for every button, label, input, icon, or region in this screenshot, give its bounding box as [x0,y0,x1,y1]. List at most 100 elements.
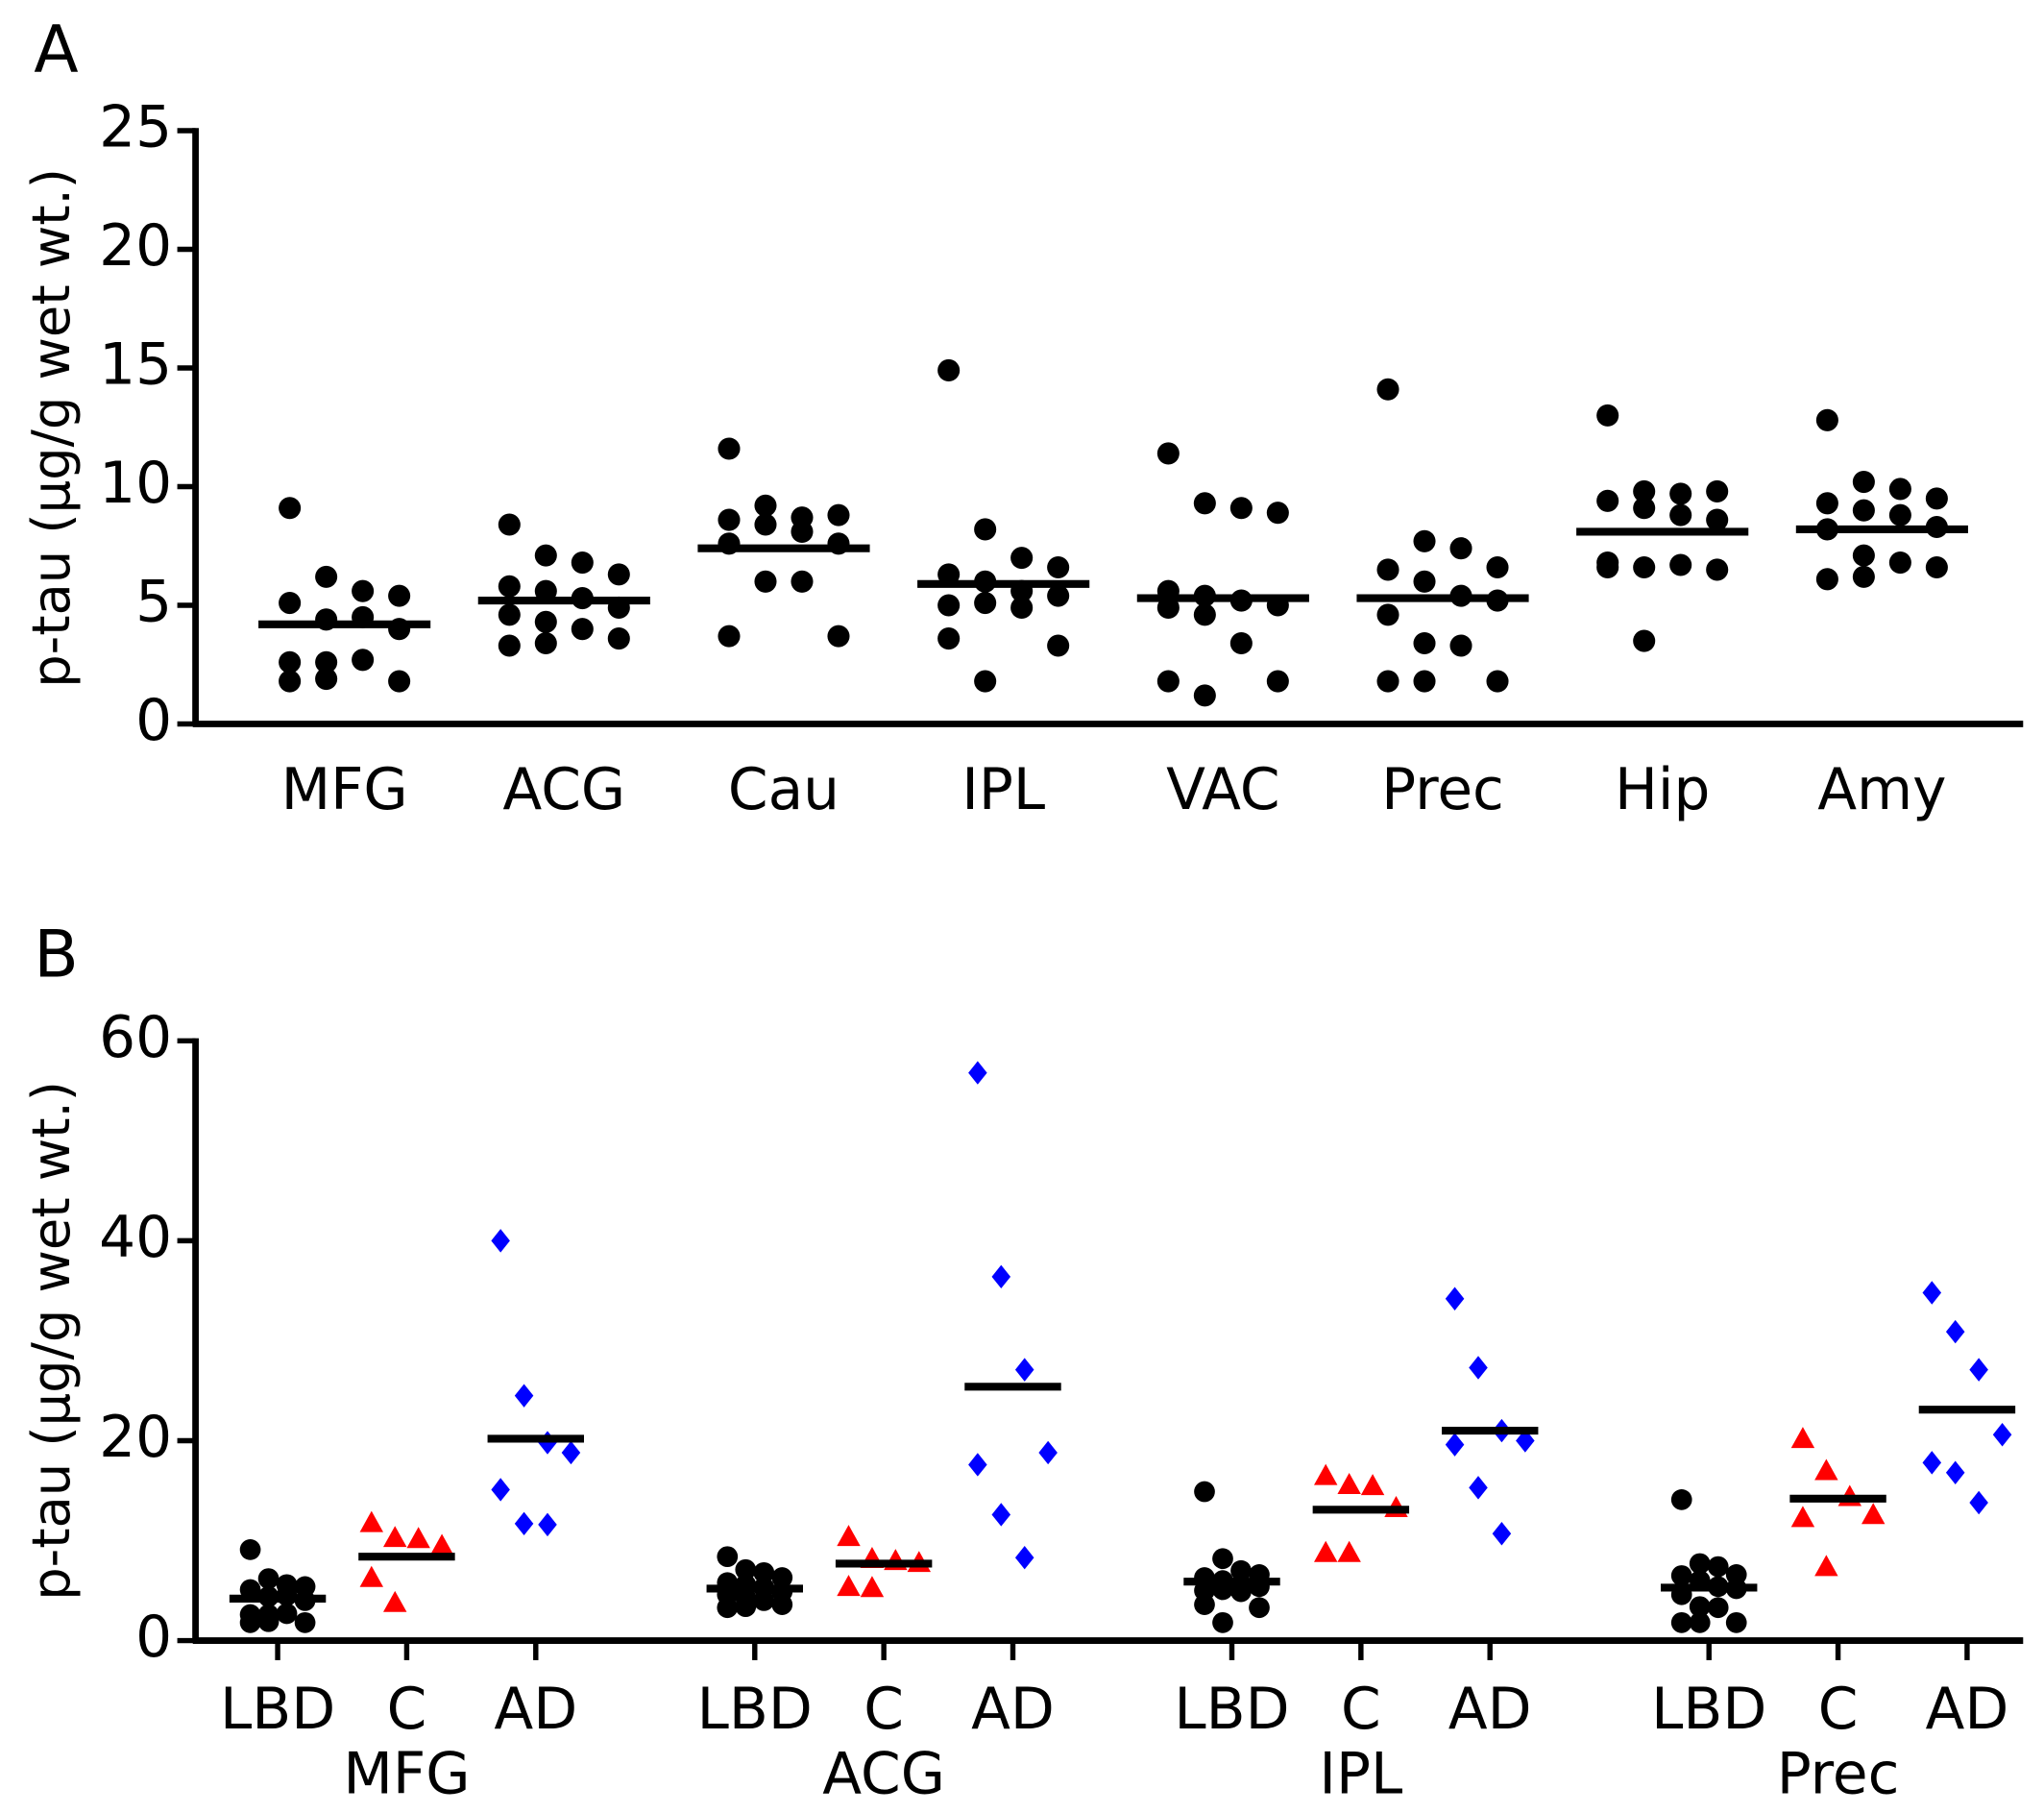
point [1633,497,1656,520]
point [1413,631,1436,655]
point [257,1610,280,1632]
point [937,358,961,382]
point [827,503,850,527]
point [1337,1540,1361,1562]
point [498,575,521,598]
point [718,625,741,648]
x-tick-label: AD [971,1677,1055,1743]
point [514,1511,534,1536]
point [1969,1358,1988,1382]
point [1670,1489,1692,1510]
point [538,1512,557,1537]
point [388,670,411,693]
point [538,1431,557,1455]
point [1888,503,1911,527]
point [1815,408,1838,431]
point [837,1525,861,1547]
region-label: ACG [822,1742,945,1808]
x-tick-label: MFG [281,757,408,823]
point [937,627,961,650]
region-label: MFG [343,1742,470,1808]
point [1014,1358,1034,1382]
point [239,1539,261,1560]
point [429,1533,454,1556]
point [315,668,338,691]
point [1266,502,1289,525]
y-tick-label: 0 [135,688,172,754]
point [571,618,594,641]
y-tick-label: 40 [99,1205,172,1271]
y-tick-label: 20 [99,213,172,280]
point [1888,551,1911,575]
point [383,1526,407,1548]
point [1449,634,1472,657]
point [1725,1611,1747,1633]
point [1670,1611,1692,1633]
point [754,513,777,536]
point [498,634,521,657]
point [498,603,521,626]
point [718,508,741,531]
point [534,579,557,602]
point [1669,482,1692,505]
point [1669,503,1692,527]
x-tick-label: AD [1448,1677,1532,1743]
point [1376,603,1399,626]
point [754,494,777,517]
point [239,1611,261,1633]
point [1669,553,1692,576]
region-label: Prec [1777,1742,1900,1808]
point [1193,684,1216,707]
point [837,1575,861,1597]
point [735,1558,757,1580]
point [1486,670,1509,693]
point [276,1603,298,1625]
point [1413,529,1436,552]
point [974,518,997,541]
point [754,570,777,593]
point [1852,544,1875,567]
point [1194,1594,1215,1615]
point [1925,555,1948,579]
point [534,631,557,655]
point [1922,1451,1942,1475]
point [1922,1281,1942,1305]
point [753,1590,775,1611]
point [1633,555,1656,579]
point [937,563,961,586]
point [1689,1596,1711,1618]
point [571,551,594,575]
point [1314,1463,1338,1485]
point [791,570,814,593]
x-tick-label: C [1818,1677,1859,1743]
panel-letter: B [34,917,79,992]
point [1229,497,1253,520]
point [1376,378,1399,401]
point [607,627,630,650]
point [534,610,557,633]
point [1814,1458,1838,1481]
point [1266,670,1289,693]
point [1707,1556,1729,1578]
point [315,650,338,674]
point [352,579,375,602]
point [1376,558,1399,581]
point [1486,555,1509,579]
x-tick-label: C [387,1677,427,1743]
point [991,1503,1011,1527]
y-tick-label: 0 [135,1605,172,1671]
point [279,591,302,615]
point [279,650,302,674]
x-tick-label: LBD [697,1677,813,1743]
y-tick-label: 15 [99,332,172,399]
point [257,1568,280,1589]
point [771,1594,793,1615]
point [1047,555,1070,579]
point [1193,603,1216,626]
point [753,1561,775,1583]
point [1229,631,1253,655]
point [1230,1580,1252,1603]
x-tick-label: LBD [1174,1677,1289,1743]
x-tick-label: Amy [1817,757,1946,823]
point [1925,487,1948,510]
